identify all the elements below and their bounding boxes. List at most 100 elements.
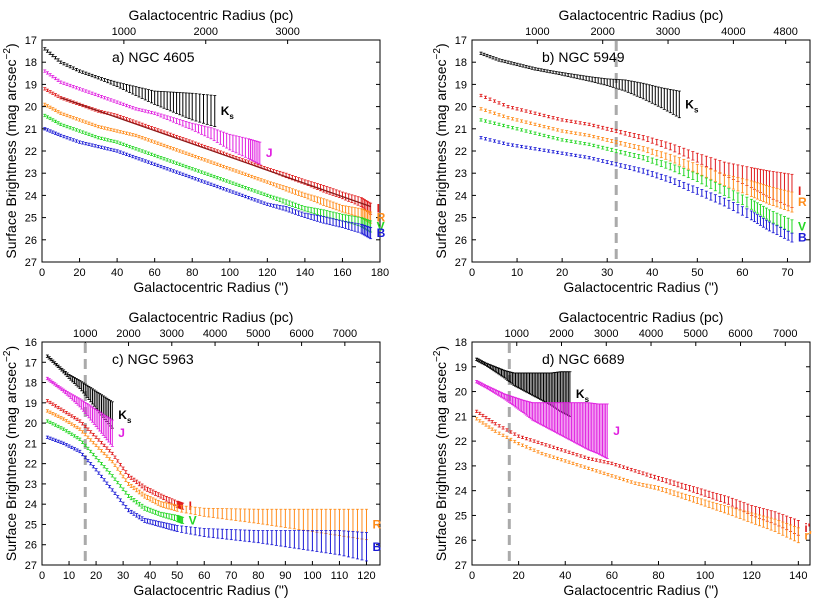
x-tick-label: 20 xyxy=(556,267,568,279)
y-tick-label: 21 xyxy=(25,438,37,450)
x-tick-label: 100 xyxy=(696,570,714,582)
y-tick-label: 24 xyxy=(455,190,467,202)
x2-tick-label: 3000 xyxy=(656,26,680,38)
y-tick-label: 26 xyxy=(25,540,37,552)
y-tick-label: 19 xyxy=(455,362,467,374)
y-axis-label-close: ) xyxy=(433,43,449,48)
x2-tick-label: 5000 xyxy=(246,328,270,340)
series-ks: Ks xyxy=(479,51,699,119)
x-tick-label: 80 xyxy=(186,267,198,279)
y-tick-label: 17 xyxy=(25,35,37,47)
y-axis-label-close: ) xyxy=(433,346,449,351)
y-tick-label: 23 xyxy=(455,168,467,180)
series-ks: Ks xyxy=(475,357,590,417)
x-tick-label: 40 xyxy=(646,267,658,279)
series-label: B xyxy=(372,540,381,554)
x-tick-label: 30 xyxy=(601,267,613,279)
y-axis-label-sup: −2 xyxy=(432,350,443,362)
y-axis-label: Surface Brightness (mag arcsec−2) xyxy=(2,346,19,561)
x-tick-label: 0 xyxy=(469,267,475,279)
x-axis-label: Galactocentric Radius (") xyxy=(133,279,288,295)
series-label: I xyxy=(798,184,801,198)
x-tick-label: 0 xyxy=(39,267,45,279)
x-tick-label: 160 xyxy=(333,267,351,279)
series-b: B xyxy=(479,136,807,245)
y-axis-label-sup: −2 xyxy=(2,48,13,60)
series-b: B xyxy=(45,435,381,562)
series-j: J xyxy=(45,376,125,447)
y-axis-label-close: ) xyxy=(3,346,19,351)
y-tick-label: 26 xyxy=(25,235,37,247)
y-axis-label-sup: −2 xyxy=(432,48,443,60)
y-tick-label: 22 xyxy=(455,146,467,158)
x-tick-label: 20 xyxy=(512,570,524,582)
y-axis-label-main: Surface Brightness (mag arcsec xyxy=(3,59,19,258)
y-tick-label: 23 xyxy=(455,461,467,473)
series-label: V xyxy=(798,219,806,233)
x2-tick-label: 3000 xyxy=(594,328,618,340)
y-tick-label: 24 xyxy=(455,486,467,498)
x-tick-label: 120 xyxy=(357,570,375,582)
x-tick-label: 90 xyxy=(279,570,291,582)
y-tick-label: 18 xyxy=(25,378,37,390)
x-tick-label: 70 xyxy=(781,267,793,279)
series-label: R xyxy=(372,517,381,531)
x-tick-label: 0 xyxy=(469,570,475,582)
y-tick-label: 25 xyxy=(25,519,37,531)
panel-2: 0 10 20 30 40 50 60 70 17 18 19 20 21 22 23 24 25 26 27 100… xyxy=(432,7,811,295)
y-axis-label: Surface Brightness (mag arcsec−2) xyxy=(2,43,19,258)
x-tick-label: 10 xyxy=(511,267,523,279)
y-tick-label: 27 xyxy=(455,257,467,269)
series-label: B xyxy=(377,226,386,240)
y-tick-label: 22 xyxy=(25,459,37,471)
y-tick-label: 27 xyxy=(455,560,467,572)
series-label: Ks xyxy=(221,104,235,121)
x-tick-label: 80 xyxy=(652,570,664,582)
y-tick-label: 18 xyxy=(455,57,467,69)
x2-tick-label: 7000 xyxy=(333,328,357,340)
x-tick-label: 100 xyxy=(221,267,239,279)
series-i: I xyxy=(479,93,801,209)
y-tick-label: 18 xyxy=(455,337,467,349)
x2-tick-label: 4000 xyxy=(639,328,663,340)
x-axis-label: Galactocentric Radius (") xyxy=(563,279,718,295)
x2-tick-label: 4800 xyxy=(773,26,797,38)
series-label: R xyxy=(377,211,386,225)
y-axis-label: Surface Brightness (mag arcsec−2) xyxy=(432,346,449,561)
y-tick-label: 20 xyxy=(455,102,467,114)
y-tick-label: 21 xyxy=(455,124,467,136)
x2-tick-label: 1000 xyxy=(525,26,549,38)
y-tick-label: 24 xyxy=(25,190,37,202)
series-label: I xyxy=(377,202,380,216)
series-label: B xyxy=(798,231,807,245)
series-label: Ks xyxy=(118,408,132,425)
x2-axis-label: Galactocentric Radius (pc) xyxy=(129,7,294,23)
x-axis-label: Galactocentric Radius (") xyxy=(133,582,288,598)
y-tick-label: 18 xyxy=(25,57,37,69)
x2-tick-label: 3000 xyxy=(275,26,299,38)
series-label: I xyxy=(189,499,192,513)
series-v: V xyxy=(479,118,806,234)
series-i: I xyxy=(45,399,192,513)
series-label-sub: s xyxy=(229,112,234,121)
y-axis-label-sup: −2 xyxy=(2,350,13,362)
panel-title: b) NGC 5949 xyxy=(542,49,625,65)
y-tick-label: 16 xyxy=(25,337,37,349)
x-tick-label: 20 xyxy=(73,267,85,279)
y-tick-label: 20 xyxy=(455,387,467,399)
x-tick-label: 50 xyxy=(171,570,183,582)
x2-tick-label: 1000 xyxy=(112,26,136,38)
x2-tick-label: 2000 xyxy=(194,26,218,38)
series-label: R xyxy=(798,195,807,209)
x2-tick-label: 1000 xyxy=(73,328,97,340)
series-label: V xyxy=(377,219,385,233)
y-tick-label: 19 xyxy=(455,79,467,91)
series-ip: i' xyxy=(475,409,811,536)
series-b: B xyxy=(43,127,386,240)
fit-line xyxy=(60,97,371,208)
x2-axis-label: Galactocentric Radius (pc) xyxy=(559,7,724,23)
series-i: I xyxy=(43,87,380,216)
series-label-main: K xyxy=(576,387,585,401)
series-r: R xyxy=(479,107,807,213)
